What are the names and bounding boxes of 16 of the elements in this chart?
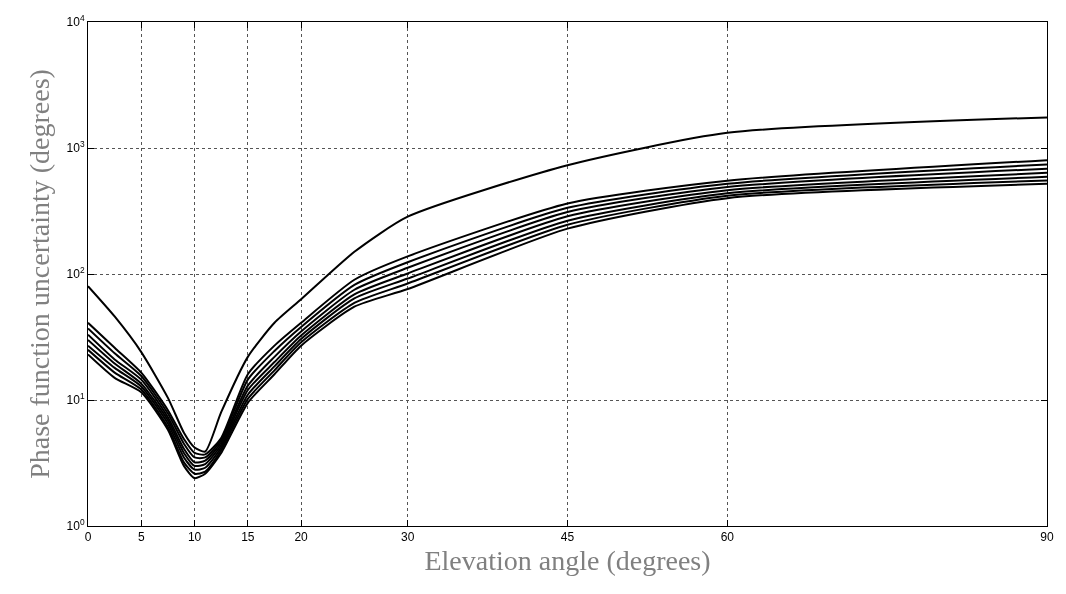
x-tick-label: 45 [560, 530, 575, 545]
y-tick-label: 10$^{0}$ [66, 517, 85, 534]
y-tick-label: 10$^{1}$ [66, 391, 85, 408]
x-tick-label: 10 [187, 530, 202, 545]
y-tick-label: 10$^{4}$ [66, 13, 85, 30]
x-tick-label: 5 [137, 530, 145, 545]
x-tick-label: 20 [294, 530, 309, 545]
x-tick-label: 15 [241, 530, 255, 545]
x-tick-label: 0 [84, 530, 92, 545]
y-tick-label: 10$^{2}$ [66, 265, 85, 282]
x-tick-label: 60 [720, 530, 735, 545]
x-tick-label: 30 [400, 530, 415, 545]
y-tick-label: 10$^{3}$ [66, 139, 85, 156]
y-axis-title: Phase function uncertainty (degrees) [24, 69, 56, 479]
x-axis-title: Elevation angle (degrees) [424, 544, 711, 576]
x-tick-label: 90 [1040, 530, 1054, 545]
